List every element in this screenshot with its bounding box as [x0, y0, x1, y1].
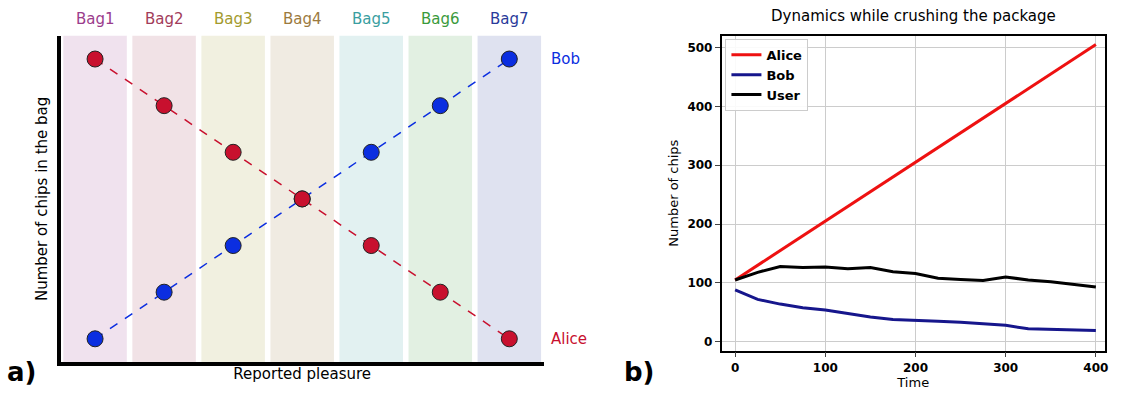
- svg-text:Alice: Alice: [551, 330, 587, 348]
- svg-text:100: 100: [687, 276, 712, 290]
- svg-text:0: 0: [731, 361, 739, 375]
- svg-text:Bag2: Bag2: [145, 10, 184, 28]
- svg-text:User: User: [766, 88, 800, 103]
- svg-text:Bob: Bob: [766, 68, 794, 83]
- svg-text:Number of chips in the bag: Number of chips in the bag: [33, 97, 51, 301]
- svg-text:a): a): [7, 357, 36, 387]
- svg-text:400: 400: [1083, 361, 1108, 375]
- svg-text:300: 300: [993, 361, 1018, 375]
- svg-text:Time: Time: [896, 375, 929, 390]
- svg-text:Bob: Bob: [551, 50, 580, 68]
- svg-text:Bag6: Bag6: [421, 10, 460, 28]
- svg-text:Reported pleasure: Reported pleasure: [233, 365, 371, 383]
- svg-text:Bag3: Bag3: [214, 10, 253, 28]
- svg-text:Alice: Alice: [766, 48, 802, 63]
- svg-text:b): b): [624, 357, 655, 387]
- svg-text:400: 400: [687, 100, 712, 114]
- svg-text:Number of chips: Number of chips: [666, 139, 681, 246]
- svg-text:500: 500: [687, 41, 712, 55]
- svg-text:Bag7: Bag7: [490, 10, 529, 28]
- svg-text:Bag4: Bag4: [283, 10, 322, 28]
- svg-text:200: 200: [687, 217, 712, 231]
- svg-text:0: 0: [704, 335, 712, 349]
- svg-text:200: 200: [903, 361, 928, 375]
- svg-text:Bag1: Bag1: [76, 10, 115, 28]
- svg-text:100: 100: [813, 361, 838, 375]
- svg-text:Bag5: Bag5: [352, 10, 391, 28]
- svg-text:Dynamics while crushing the pa: Dynamics while crushing the package: [771, 7, 1056, 25]
- svg-text:300: 300: [687, 158, 712, 172]
